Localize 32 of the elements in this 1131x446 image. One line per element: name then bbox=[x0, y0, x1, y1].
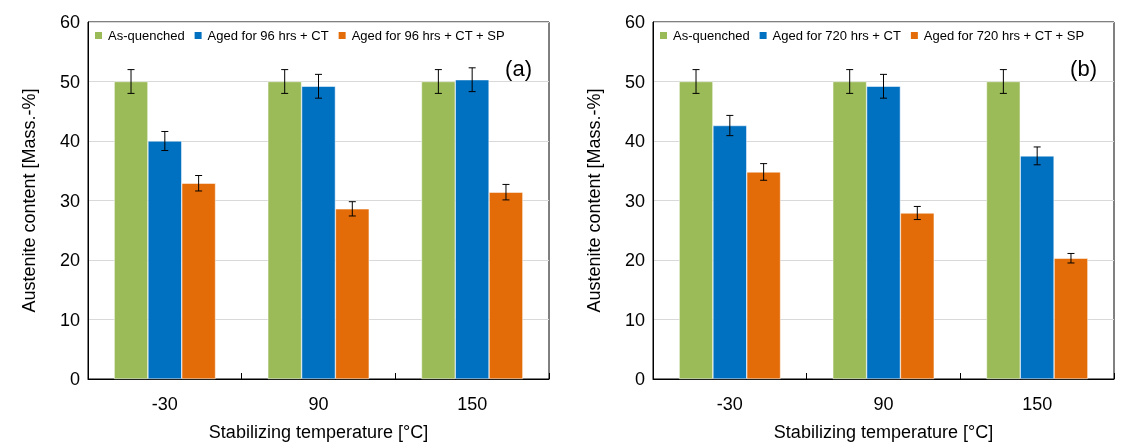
y-tick-label: 40 bbox=[59, 131, 80, 151]
y-tick-label: 10 bbox=[59, 309, 80, 330]
y-tick-label: 20 bbox=[624, 250, 645, 270]
y-tick-label: 50 bbox=[59, 71, 80, 92]
x-axis-title: Stabilizing temperature [°C] bbox=[773, 422, 994, 442]
x-tick-label: -30 bbox=[151, 394, 178, 414]
legend-label: Aged for 720 hrs + CT bbox=[772, 28, 901, 43]
x-tick-label: -30 bbox=[716, 394, 743, 414]
y-axis-title: Austenite content [Mass.-%] bbox=[19, 88, 39, 313]
x-tick-label: 150 bbox=[457, 394, 488, 414]
legend-label: As-quenched bbox=[673, 28, 750, 43]
x-tick-label: 90 bbox=[308, 394, 329, 414]
y-tick-label: 0 bbox=[634, 369, 645, 389]
y-tick-label: 10 bbox=[624, 309, 645, 330]
legend-label: Aged for 96 hrs + CT + SP bbox=[351, 28, 505, 43]
y-tick-label: 20 bbox=[59, 250, 80, 270]
text: (a) bbox=[505, 55, 532, 81]
y-tick-label: 50 bbox=[624, 71, 645, 92]
x-tick-label: 90 bbox=[873, 394, 894, 414]
y-tick-label: 0 bbox=[69, 369, 80, 389]
x-tick-label: 150 bbox=[1022, 394, 1053, 414]
y-tick-label: 30 bbox=[624, 190, 645, 211]
text: (b) bbox=[1070, 55, 1097, 81]
y-axis-title: Austenite content [Mass.-%] bbox=[584, 88, 604, 313]
y-tick-label: 60 bbox=[59, 12, 80, 32]
x-axis-title: Stabilizing temperature [°C] bbox=[208, 422, 429, 442]
y-tick-label: 40 bbox=[624, 131, 645, 151]
y-tick-label: 60 bbox=[624, 12, 645, 32]
legend-label: Aged for 720 hrs + CT + SP bbox=[923, 28, 1085, 43]
legend-label: As-quenched bbox=[108, 28, 185, 43]
y-tick-label: 30 bbox=[59, 190, 80, 211]
legend-label: Aged for 96 hrs + CT bbox=[207, 28, 329, 43]
